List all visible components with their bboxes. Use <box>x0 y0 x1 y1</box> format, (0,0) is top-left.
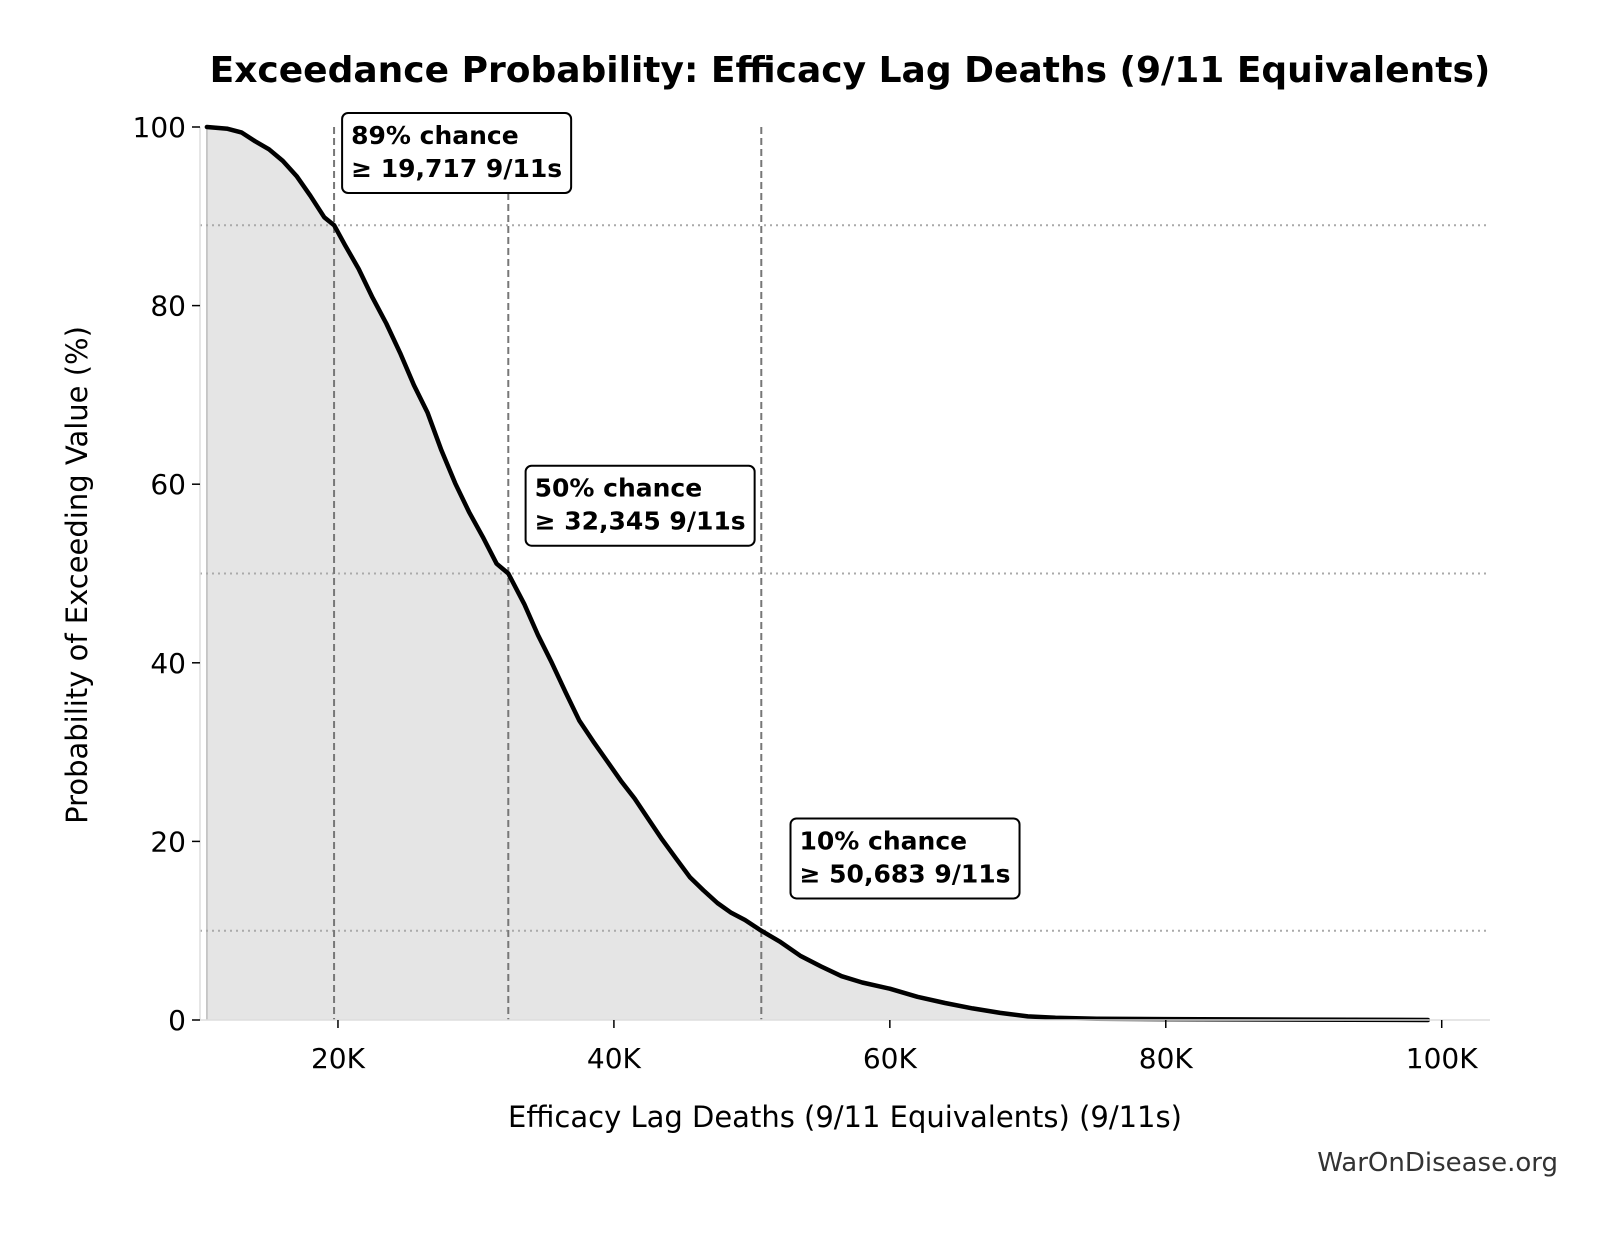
y-axis-label: Probability of Exceeding Value (%) <box>60 326 94 824</box>
annotation-0: 89% chance ≥ 19,717 9/11s <box>341 112 573 194</box>
annotation-box-2 <box>789 817 1021 900</box>
y-tick-label-3: 60 <box>150 468 186 501</box>
annotation-line2-1: ≥ 32,345 9/11s <box>535 507 746 536</box>
exceedance-curve <box>204 124 1431 1023</box>
exceedance-area <box>206 127 1428 1020</box>
x-tick-label-2: 60K <box>863 1042 918 1075</box>
x-tick-label-4: 100K <box>1406 1042 1478 1075</box>
annotation-line2-0: ≥ 19,717 9/11s <box>351 154 562 183</box>
x-tick-label-3: 80K <box>1139 1042 1194 1075</box>
x-tick-label-1: 40K <box>587 1042 642 1075</box>
x-tick-label-0: 20K <box>311 1042 366 1075</box>
annotation-1: 50% chance ≥ 32,345 9/11s <box>524 464 756 547</box>
chart-title: Exceedance Probability: Efficacy Lag Dea… <box>209 50 1491 91</box>
annotation-line1-0: 89% chance <box>351 121 519 150</box>
y-tick-label-0: 0 <box>168 1004 186 1037</box>
watermark: WarOnDisease.org <box>1317 1148 1558 1178</box>
annotation-box-1 <box>524 464 756 547</box>
y-tick-label-1: 20 <box>150 825 186 858</box>
annotation-line2-2: ≥ 50,683 9/11s <box>800 859 1011 888</box>
annotation-line1-1: 50% chance <box>535 474 703 503</box>
y-tick-label-5: 100 <box>133 111 186 144</box>
annotation-2: 10% chance ≥ 50,683 9/11s <box>789 817 1021 900</box>
annotation-box-0 <box>341 112 573 194</box>
annotation-line1-2: 10% chance <box>800 826 968 855</box>
y-tick-label-4: 80 <box>150 290 186 323</box>
y-tick-label-2: 40 <box>150 647 186 680</box>
x-axis-label: Efficacy Lag Deaths (9/11 Equivalents) (… <box>508 1100 1182 1134</box>
